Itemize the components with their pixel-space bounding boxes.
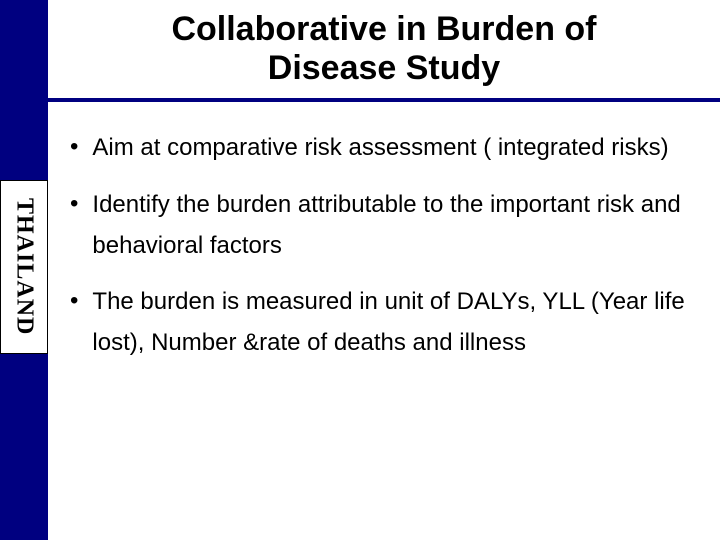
content-area: • Aim at comparative risk assessment ( i… — [70, 128, 700, 380]
bullet-text: Aim at comparative risk assessment ( int… — [92, 128, 668, 169]
title-underline — [48, 98, 720, 102]
sidebar-label-text: THAILAND — [11, 198, 38, 335]
title-line-2: Disease Study — [268, 49, 500, 87]
slide-title: Collaborative in Burden of Disease Study — [48, 10, 720, 88]
sidebar-label-box: THAILAND — [0, 180, 48, 354]
title-line-1: Collaborative in Burden of — [171, 10, 596, 48]
bullet-text: The burden is measured in unit of DALYs,… — [92, 282, 700, 364]
bullet-text: Identify the burden attributable to the … — [92, 185, 700, 267]
list-item: • Identify the burden attributable to th… — [70, 185, 700, 267]
bullet-icon: • — [70, 128, 78, 166]
title-region: Collaborative in Burden of Disease Study — [48, 10, 720, 88]
bullet-icon: • — [70, 282, 78, 320]
bullet-icon: • — [70, 185, 78, 223]
list-item: • Aim at comparative risk assessment ( i… — [70, 128, 700, 169]
list-item: • The burden is measured in unit of DALY… — [70, 282, 700, 364]
